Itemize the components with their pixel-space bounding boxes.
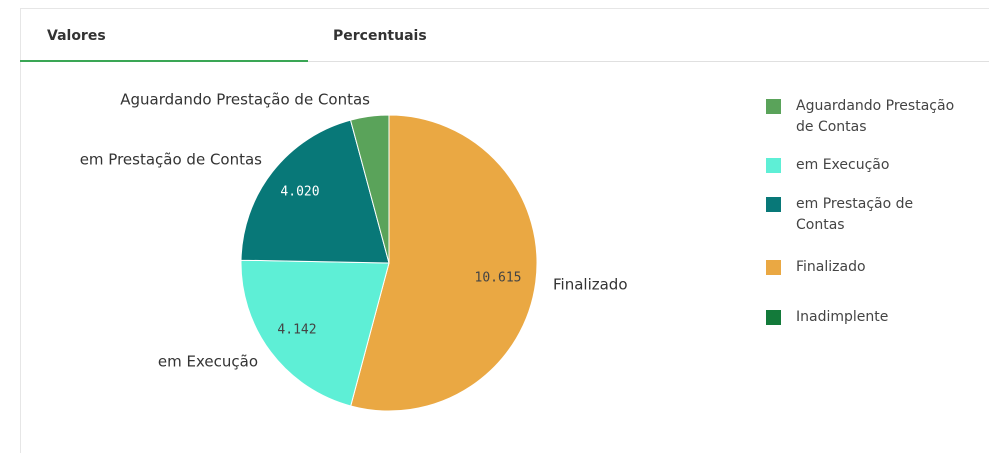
data-label: 4.020 — [280, 185, 319, 200]
pie-slice — [240, 259, 390, 407]
tab-divider — [20, 61, 989, 62]
slice-label: em Prestação de Contas — [80, 151, 262, 169]
legend-label: Finalizado — [796, 259, 866, 275]
pie-slice — [349, 114, 390, 264]
left-border — [20, 8, 21, 453]
active-tab-indicator — [20, 60, 308, 62]
tab[interactable]: Percentuais — [333, 28, 427, 44]
pie-slice — [350, 114, 538, 412]
slice-label: Aguardando Prestação de Contas — [120, 91, 370, 109]
slice-label: em Execução — [158, 353, 258, 371]
legend-swatch — [766, 99, 781, 114]
legend-swatch — [766, 158, 781, 173]
data-label: 4.142 — [277, 323, 316, 338]
top-border — [20, 8, 989, 9]
slice-label: Finalizado — [553, 276, 628, 294]
pie-slice — [240, 119, 390, 264]
legend-swatch — [766, 260, 781, 275]
data-label: 10.615 — [475, 271, 522, 286]
legend-label: Aguardando Prestação de Contas — [796, 98, 955, 135]
tab[interactable]: Valores — [47, 28, 106, 44]
legend-swatch — [766, 310, 781, 325]
legend-label: em Execução — [796, 157, 890, 173]
legend-swatch — [766, 197, 781, 212]
legend-label: em Prestação de Contas — [796, 196, 914, 233]
legend-label: Inadimplente — [796, 309, 889, 325]
